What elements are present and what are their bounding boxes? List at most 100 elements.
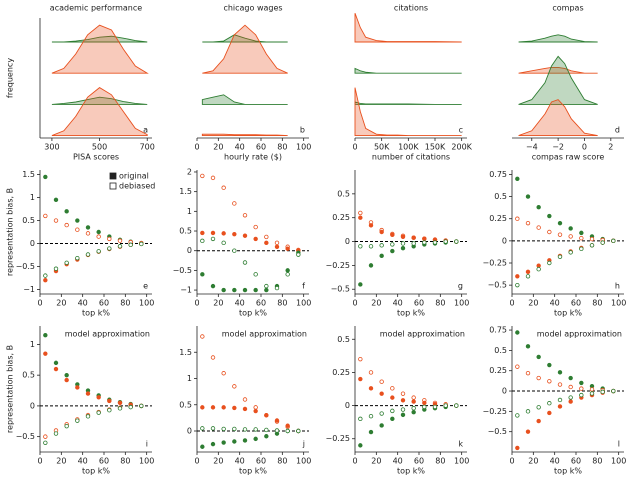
- data-point: [264, 413, 269, 418]
- data-point: [117, 406, 123, 411]
- data-point: [43, 213, 48, 219]
- x-tick-label: 40: [78, 457, 88, 466]
- data-point: [264, 427, 269, 433]
- data-point: [221, 405, 226, 410]
- data-point: [536, 263, 541, 268]
- data-point: [525, 409, 531, 414]
- data-point: [210, 441, 216, 447]
- data-point: [210, 230, 216, 236]
- x-tick-label: 20: [213, 299, 223, 308]
- x-tick-label: 0: [509, 457, 514, 466]
- data-point: [43, 351, 48, 356]
- density-ridge: [51, 24, 149, 74]
- data-point: [536, 267, 541, 272]
- x-tick-label: 100: [139, 457, 154, 466]
- density-ridge: [202, 24, 288, 74]
- y-tick-label: 1.5: [179, 348, 192, 357]
- data-point: [536, 225, 541, 230]
- x-tick-label: 100: [139, 299, 154, 308]
- data-point: [242, 233, 248, 238]
- y-tick-label: 0.5: [494, 346, 507, 355]
- density-ridge: [354, 87, 462, 137]
- x-axis-label: top k%: [554, 467, 582, 476]
- y-tick-label: −0.25: [325, 434, 350, 443]
- x-tick-label: 100: [611, 457, 626, 466]
- data-point: [557, 382, 563, 387]
- data-point: [443, 403, 448, 408]
- y-tick-label: −0.5: [331, 285, 350, 294]
- data-point: [368, 244, 374, 249]
- x-tick-label: 40: [550, 457, 560, 466]
- data-point: [515, 445, 520, 451]
- x-tick-label: 20: [371, 457, 381, 466]
- data-point: [525, 194, 531, 199]
- data-point: [296, 252, 301, 257]
- legend-marker: [109, 182, 117, 190]
- data-point: [515, 282, 520, 288]
- data-point: [358, 282, 363, 287]
- data-point: [43, 333, 48, 338]
- data-point: [358, 210, 363, 216]
- data-point: [200, 444, 205, 449]
- y-tick-label: 1: [187, 207, 192, 216]
- data-point: [422, 240, 427, 245]
- x-axis-label: PISA scores: [73, 153, 119, 162]
- data-point: [242, 287, 248, 293]
- data-point: [515, 176, 520, 182]
- data-point: [600, 240, 605, 245]
- x-tick-label: 20: [528, 299, 538, 308]
- x-tick-label: 80: [277, 143, 287, 152]
- data-point: [390, 242, 395, 247]
- y-tick-label: 0.25: [489, 366, 507, 375]
- y-tick-label: 1: [30, 340, 35, 349]
- data-point: [274, 418, 280, 423]
- x-tick-label: 80: [120, 457, 130, 466]
- data-point: [589, 236, 595, 242]
- x-tick-label: 20: [56, 299, 66, 308]
- data-point: [75, 418, 80, 423]
- x-tick-label: 40: [235, 457, 245, 466]
- data-point: [400, 412, 406, 418]
- data-point: [400, 246, 406, 251]
- data-point: [368, 370, 374, 375]
- data-point: [400, 241, 406, 246]
- y-tick-label: 0.25: [332, 213, 350, 222]
- x-tick-label: 60: [99, 457, 109, 466]
- data-point: [274, 285, 280, 291]
- x-tick-label: 0: [194, 457, 199, 466]
- data-point: [536, 418, 541, 424]
- x-tick-label: 0: [37, 299, 42, 308]
- data-point: [64, 222, 69, 228]
- data-point: [75, 255, 80, 261]
- x-axis-label: top k%: [82, 467, 110, 476]
- data-point: [368, 386, 374, 391]
- x-tick-label: 40: [393, 457, 403, 466]
- data-point: [221, 185, 226, 190]
- x-axis-label: top k%: [554, 309, 582, 318]
- x-axis-label: top k%: [239, 467, 267, 476]
- density-ridge: [518, 66, 598, 74]
- data-point: [139, 241, 144, 247]
- data-point: [232, 287, 237, 293]
- data-point: [253, 272, 258, 277]
- y-tick-label: 0.5: [337, 189, 350, 198]
- data-point: [525, 269, 531, 275]
- data-point: [358, 356, 363, 362]
- legend-marker: [109, 172, 117, 180]
- panel-label: e: [143, 282, 148, 291]
- data-point: [64, 423, 69, 429]
- x-tick-label: 80: [277, 457, 287, 466]
- x-tick-label: 100K: [398, 143, 419, 152]
- panel-label: k: [458, 440, 463, 449]
- data-point: [358, 416, 363, 422]
- data-point: [200, 334, 205, 339]
- panel-label: d: [615, 126, 620, 135]
- data-point: [64, 377, 69, 383]
- x-tick-label: 700: [140, 143, 155, 152]
- y-tick-label: 1.5: [179, 187, 192, 196]
- legend-label: original: [119, 172, 149, 181]
- data-point: [107, 246, 112, 251]
- x-tick-label: 100: [454, 299, 469, 308]
- data-point: [579, 380, 584, 386]
- data-point: [264, 234, 269, 240]
